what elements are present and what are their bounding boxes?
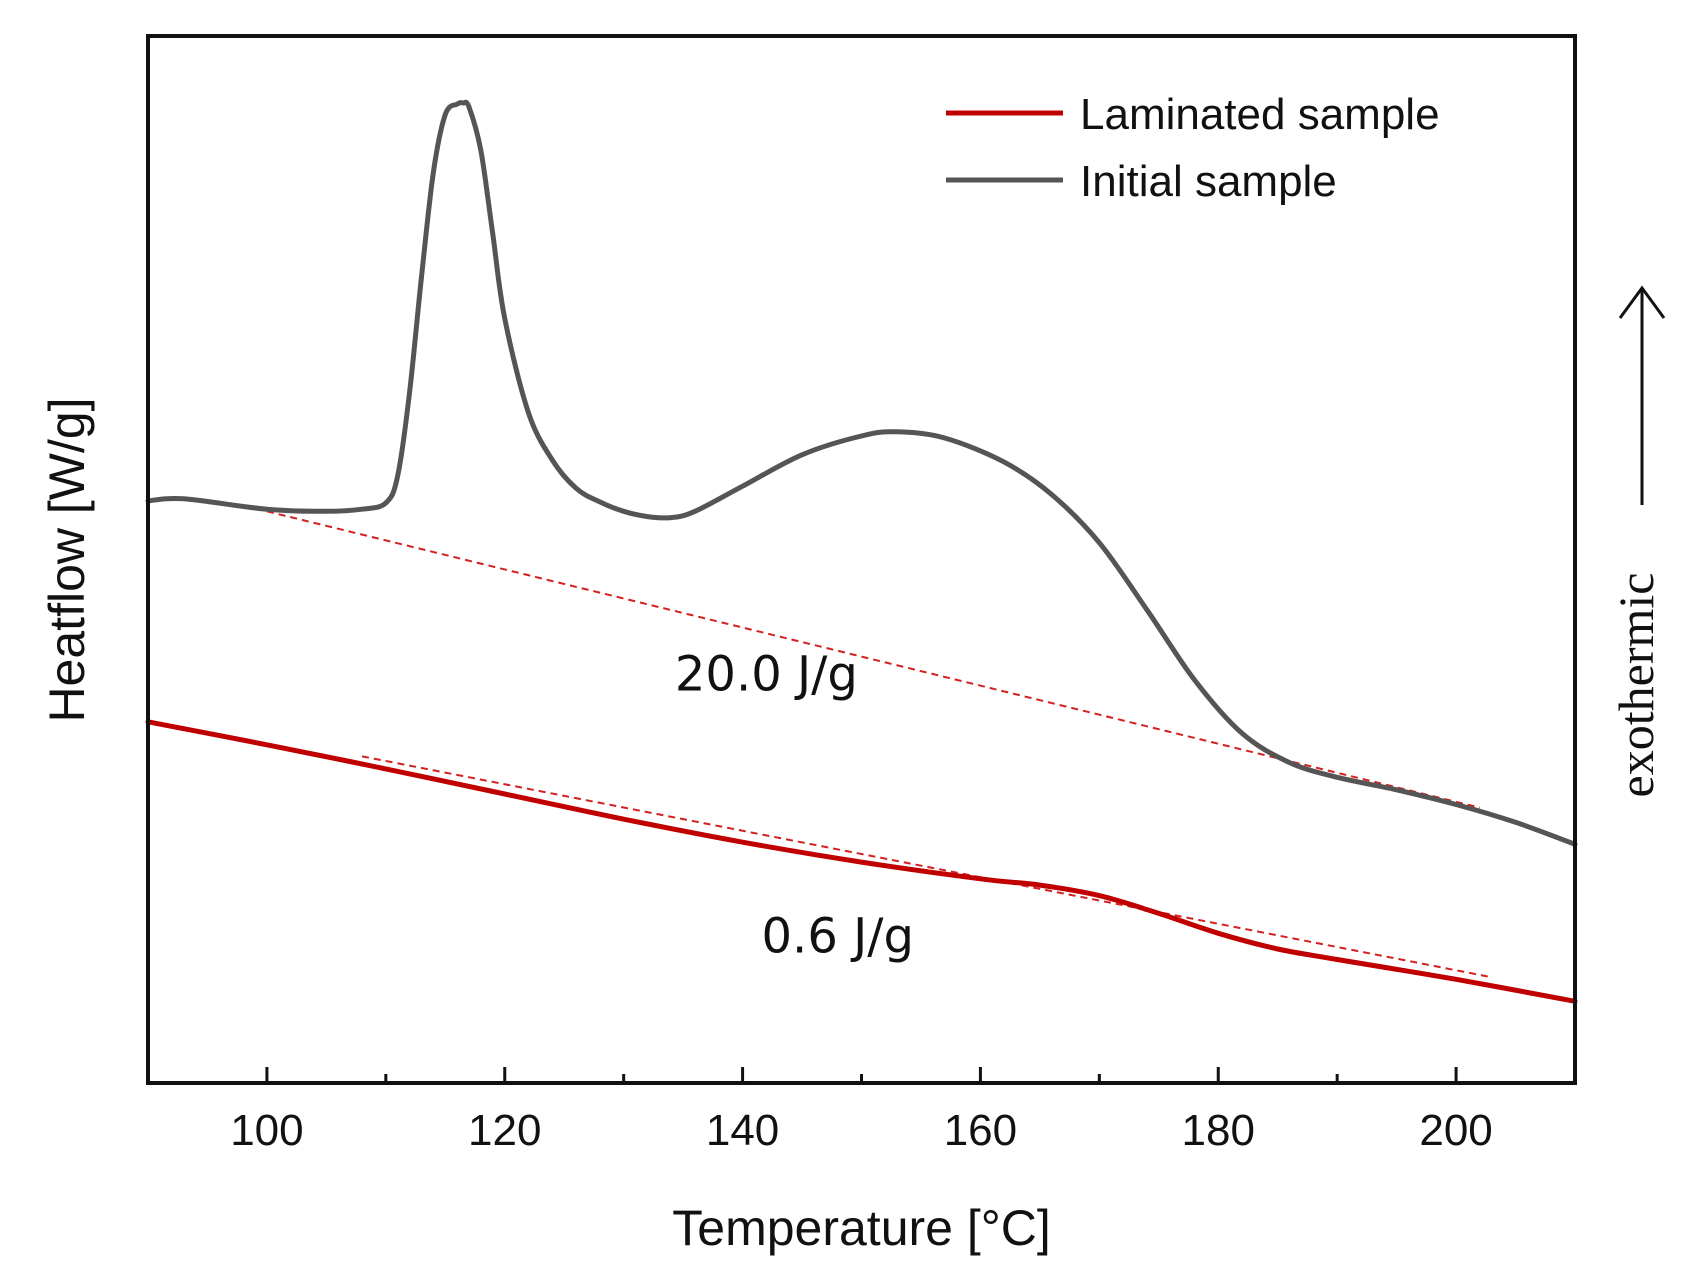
y-axis-title: Heatflow [W/g] bbox=[39, 397, 95, 722]
x-tick-label: 180 bbox=[1182, 1106, 1255, 1155]
plot-frame bbox=[146, 34, 1577, 1085]
x-tick-label: 200 bbox=[1419, 1106, 1492, 1155]
enthalpy-annotation-laminated: 0.6 J/g bbox=[762, 908, 914, 964]
enthalpy-annotation-initial: 20.0 J/g bbox=[675, 647, 858, 703]
baseline-1 bbox=[361, 755, 1492, 979]
baseline-0 bbox=[266, 510, 1481, 809]
legend-label-initial: Initial sample bbox=[1080, 157, 1337, 206]
x-tick-label: 160 bbox=[944, 1106, 1017, 1155]
x-tick-label: 120 bbox=[468, 1106, 541, 1155]
x-tick-label: 140 bbox=[706, 1106, 779, 1155]
legend-label-laminated: Laminated sample bbox=[1080, 90, 1440, 139]
arrow-head-icon bbox=[1618, 285, 1666, 319]
exothermic-indicator: exothermic bbox=[1608, 285, 1666, 798]
baseline-layer bbox=[266, 510, 1492, 979]
series-line-laminated bbox=[145, 719, 1578, 1004]
legend: Laminated sample Initial sample bbox=[946, 90, 1440, 206]
x-tick-layer: 100 120 140 160 180 200 bbox=[230, 1067, 1493, 1155]
exothermic-label: exothermic bbox=[1608, 573, 1664, 798]
series-line-initial bbox=[145, 99, 1578, 847]
x-tick-label: 100 bbox=[230, 1106, 303, 1155]
x-axis-title: Temperature [°C] bbox=[672, 1200, 1050, 1256]
series-layer bbox=[145, 99, 1578, 1004]
